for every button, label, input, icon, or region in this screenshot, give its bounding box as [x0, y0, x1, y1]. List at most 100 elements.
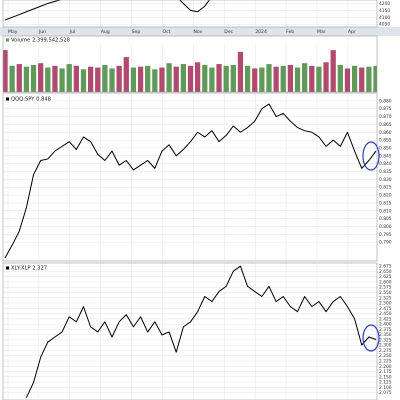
y-tick-label: 2.125 — [379, 380, 392, 386]
panel — [3, 50, 377, 92]
y-tick-label: 4150 — [379, 8, 390, 14]
y-tick-label: 2.600 — [379, 279, 392, 285]
y-tick-label: 0.875 — [379, 106, 392, 112]
volume-bar — [166, 63, 172, 92]
volume-bar — [9, 65, 15, 92]
volume-bar — [59, 68, 65, 92]
y-tick-label: 0.790 — [379, 240, 392, 246]
legend-swatch — [6, 266, 9, 270]
x-axis-band — [0, 27, 400, 36]
x-tick-label: Jul — [69, 29, 76, 35]
y-tick-label: 0.810 — [379, 208, 392, 214]
volume-bar — [266, 64, 272, 92]
y-tick-label: 2.650 — [379, 269, 392, 275]
volume-bar — [330, 50, 336, 92]
y-tick-label: 4200 — [379, 1, 390, 7]
x-tick-label: Mar — [317, 29, 326, 35]
y-tick-label: 2.375 — [379, 327, 392, 333]
volume-bar — [323, 62, 329, 92]
panel-title: Volume 2,399,542,528 — [11, 38, 70, 44]
line-series — [4, 103, 377, 259]
y-tick-label: 0.880 — [379, 98, 392, 104]
y-tick-label: 2.400 — [379, 322, 392, 328]
y-tick-label: 0.825 — [379, 185, 392, 191]
y-tick-label: 0.815 — [379, 200, 392, 206]
volume-bar — [16, 64, 22, 92]
volume-bar — [159, 67, 165, 92]
y-tick-label: 2.250 — [379, 353, 392, 359]
y-tick-label: 2.450 — [379, 311, 392, 317]
panel-title: QQQ:SPY 0.848 — [11, 97, 51, 103]
y-tick-label: 2.350 — [379, 332, 392, 338]
x-tick-label: Nov — [193, 29, 202, 35]
volume-bar — [87, 66, 94, 92]
y-tick-label: 2.225 — [379, 359, 392, 365]
y-tick-label: 2.675 — [379, 264, 392, 270]
volume-bar — [309, 65, 315, 92]
volume-bar — [3, 50, 8, 92]
panel-title: XLY:XLP 2.327 — [11, 266, 47, 272]
volume-bar — [66, 64, 72, 92]
y-tick-label: 2.300 — [379, 343, 392, 349]
y-tick-label: 0.845 — [379, 153, 392, 159]
highlight-circle — [362, 141, 380, 171]
volume-bar — [152, 69, 158, 92]
volume-bar — [180, 64, 186, 92]
y-tick-label: 2.075 — [379, 390, 392, 396]
y-tick-label: 0.820 — [379, 193, 392, 199]
volume-bar — [145, 65, 151, 92]
volume-bar — [359, 67, 365, 92]
volume-bar — [366, 66, 372, 92]
volume-bar — [80, 69, 87, 92]
volume-bar — [38, 63, 44, 92]
y-tick-label: 0.865 — [379, 122, 392, 128]
volume-bar — [116, 65, 122, 92]
y-tick-label: 0.855 — [379, 138, 392, 144]
volume-bar — [95, 67, 101, 92]
legend-swatch — [6, 38, 9, 42]
volume-bar — [244, 65, 251, 92]
y-tick-label: 2.625 — [379, 274, 392, 280]
x-tick-label: Oct — [163, 29, 171, 35]
y-tick-label: 0.835 — [379, 169, 392, 175]
y-tick-label: 2.550 — [379, 290, 392, 296]
x-tick-label: Aug — [101, 29, 110, 35]
volume-bar — [137, 66, 144, 92]
legend-swatch — [6, 97, 9, 101]
y-tick-label: 4100 — [379, 15, 390, 21]
volume-bar — [294, 67, 301, 92]
volume-bar — [316, 66, 322, 92]
volume-bar — [45, 67, 51, 92]
volume-bar — [23, 66, 30, 92]
y-tick-label: 2.500 — [379, 301, 392, 307]
volume-bar — [173, 66, 179, 92]
volume-bar — [30, 64, 37, 92]
volume-bar — [52, 65, 58, 92]
y-tick-label: 2.200 — [379, 364, 392, 370]
highlight-circle — [362, 324, 380, 352]
panel-frame — [2, 0, 378, 28]
y-tick-label: 2.425 — [379, 316, 392, 322]
volume-bar — [130, 67, 137, 92]
volume-bar — [259, 67, 265, 92]
x-tick-label: Jun — [38, 29, 46, 35]
line-series — [4, 0, 210, 21]
y-tick-label: 0.840 — [379, 161, 392, 167]
volume-bar — [123, 57, 129, 92]
volume-bar — [344, 68, 351, 92]
line-series — [25, 265, 377, 398]
x-tick-label: Sep — [132, 29, 141, 35]
y-tick-label: 0.860 — [379, 130, 392, 136]
x-tick-label: Apr — [348, 29, 356, 35]
volume-bar — [209, 67, 215, 92]
x-tick-label: May — [8, 29, 18, 35]
y-tick-label: 2.475 — [379, 306, 392, 312]
panel-frame — [2, 35, 378, 93]
panel — [3, 265, 377, 398]
panel — [3, 100, 377, 259]
volume-bar — [109, 68, 115, 92]
volume-bar — [216, 64, 222, 92]
y-tick-label: 0.805 — [379, 216, 392, 222]
volume-bar — [202, 64, 208, 92]
